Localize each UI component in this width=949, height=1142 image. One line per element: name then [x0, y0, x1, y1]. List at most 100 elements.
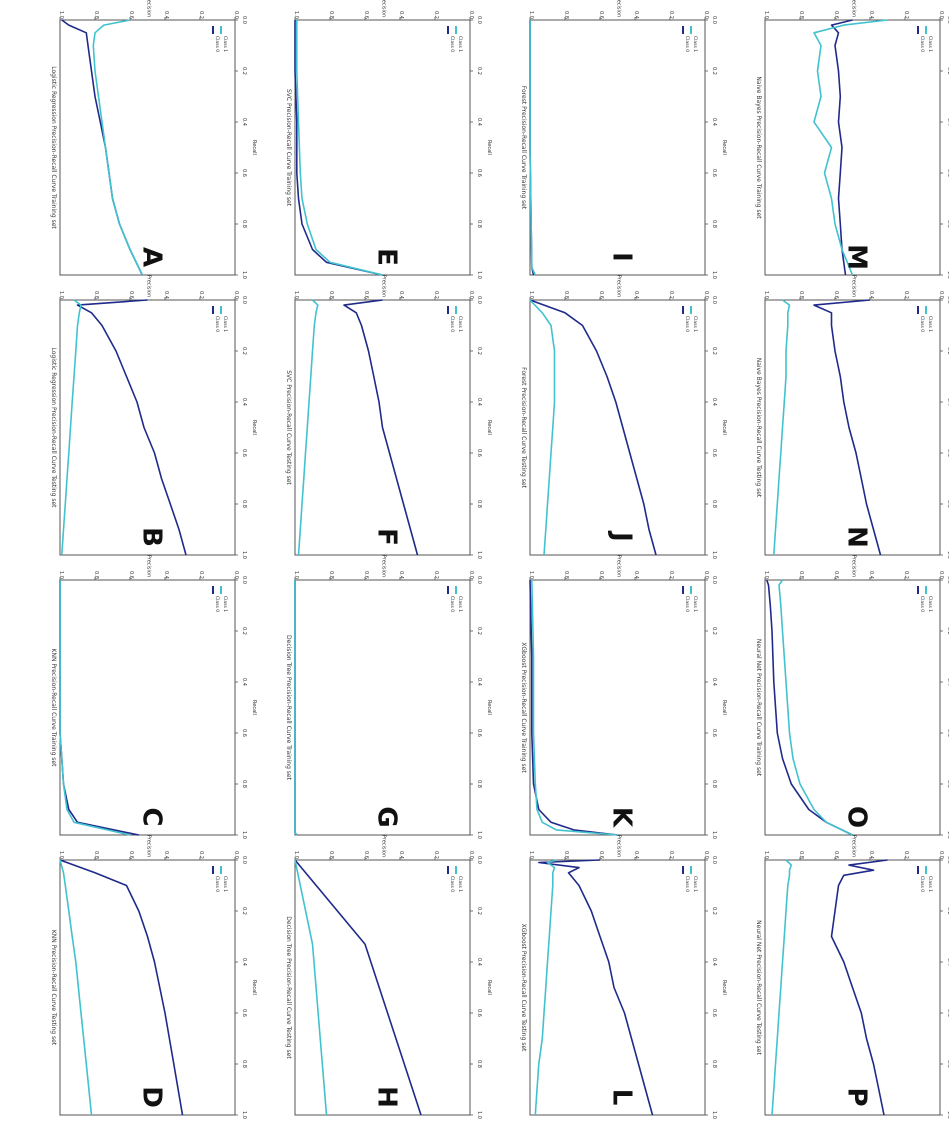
precision-tick-label-k: 0.0: [703, 571, 709, 579]
precision-tick-label-l: 0.6: [598, 851, 604, 859]
precision-tick-label-f: 0.4: [398, 291, 404, 299]
series-line-e-class0: [294, 20, 383, 276]
panel-d: 0.0 0.2 0.4 0.6 0.8 1.0 0.0 0.2 0.4 0.6 0.8 1.0 Prec…: [50, 835, 257, 1119]
legend-label-f: Class 0: [449, 316, 455, 332]
precision-tick-label-p: 1.0: [763, 851, 769, 859]
ylabel-o: Precision: [851, 555, 857, 577]
recall-tick-label-i: 0.2: [711, 67, 717, 75]
recall-tick-label-m: 0.2: [946, 67, 949, 75]
legend-label-p: Class 0: [919, 876, 925, 892]
series-line-b-class0: [76, 299, 187, 556]
recall-tick-label-k: 0.0: [711, 576, 717, 584]
precision-tick-label-i: 0.0: [703, 11, 709, 19]
panel-j: 0.0 0.2 0.4 0.6 0.8 1.0 0.0 0.2 0.4 0.6 0.8 1.0 Prec…: [520, 275, 727, 559]
panel-g: 0.0 0.2 0.4 0.6 0.8 1.0 0.0 0.2 0.4 0.6 0.8 1.0 Prec…: [285, 555, 492, 839]
legend-label-l: Class 1: [692, 876, 698, 892]
recall-tick-label-i: 1.0: [711, 271, 717, 279]
precision-tick-label-a: 0.6: [128, 11, 134, 19]
precision-tick-label-m: 0.6: [833, 11, 839, 19]
plot-frame-b: [59, 299, 236, 556]
recall-tick-label-o: 0.2: [946, 627, 949, 635]
plot-frame-o: [764, 579, 941, 836]
precision-tick-label-j: 0.6: [598, 291, 604, 299]
recall-tick-label-n: 1.0: [946, 551, 949, 559]
recall-tick-label-b: 0.0: [241, 296, 247, 304]
panel-l: 0.0 0.2 0.4 0.6 0.8 1.0 0.0 0.2 0.4 0.6 0.8 1.0 Prec…: [520, 835, 727, 1119]
recall-tick-label-g: 0.6: [476, 729, 482, 737]
xlabel-k: Recall: [721, 700, 727, 715]
legend-label-l: Class 0: [684, 876, 690, 892]
legend-label-m: Class 0: [919, 36, 925, 52]
series-line-e-class1: [295, 20, 383, 276]
ylabel-l: Precision: [616, 835, 622, 857]
recall-tick-label-c: 0.8: [241, 780, 247, 788]
recall-tick-label-e: 1.0: [476, 271, 482, 279]
precision-tick-label-f: 0.6: [363, 291, 369, 299]
series-line-m-class1: [813, 19, 888, 276]
precision-tick-label-g: 0.6: [363, 571, 369, 579]
series-line-o-class0: [766, 579, 853, 836]
recall-tick-label-j: 0.8: [711, 500, 717, 508]
precision-tick-label-j: 0.8: [563, 291, 569, 299]
precision-tick-label-e: 0.6: [363, 11, 369, 19]
recall-tick-label-l: 0.8: [711, 1060, 717, 1068]
ylabel-g: Precision: [381, 555, 387, 577]
recall-tick-label-d: 0.2: [241, 907, 247, 915]
recall-tick-label-a: 0.0: [241, 16, 247, 24]
precision-tick-label-j: 1.0: [528, 291, 534, 299]
recall-tick-label-i: 0.4: [711, 118, 717, 126]
series-line-p-class0: [830, 859, 888, 1116]
panel-letter-f: F: [372, 528, 402, 546]
legend-label-n: Class 0: [919, 316, 925, 332]
ylabel-a: Precision: [146, 0, 152, 17]
recall-tick-label-e: 0.0: [476, 16, 482, 24]
recall-tick-label-g: 0.8: [476, 780, 482, 788]
precision-tick-label-c: 0.8: [93, 571, 99, 579]
chart-title-c: KNN Precision-Recall Curve Training set: [50, 649, 57, 768]
recall-tick-label-l: 0.0: [711, 856, 717, 864]
precision-tick-label-f: 0.8: [328, 291, 334, 299]
precision-tick-label-a: 0.8: [93, 11, 99, 19]
recall-tick-label-h: 0.6: [476, 1009, 482, 1017]
recall-tick-label-h: 0.0: [476, 856, 482, 864]
panel-a: 0.0 0.2 0.4 0.6 0.8 1.0 0.0 0.2 0.4 0.6 0.8 1.0 Prec…: [50, 0, 257, 279]
precision-tick-label-h: 0.4: [398, 851, 404, 859]
ylabel-k: Precision: [616, 555, 622, 577]
precision-tick-label-j: 0.2: [668, 291, 674, 299]
ylabel-d: Precision: [146, 835, 152, 857]
legend-label-o: Class 1: [927, 596, 933, 612]
precision-tick-label-g: 0.2: [433, 571, 439, 579]
recall-tick-label-o: 1.0: [946, 831, 949, 839]
recall-tick-label-g: 0.0: [476, 576, 482, 584]
series-line-i-class1: [529, 20, 537, 276]
plot-frame-l: [529, 859, 706, 1116]
precision-tick-label-h: 0.6: [363, 851, 369, 859]
precision-tick-label-c: 0.4: [163, 571, 169, 579]
precision-tick-label-g: 0.0: [468, 571, 474, 579]
precision-tick-label-l: 0.0: [703, 851, 709, 859]
ylabel-j: Precision: [616, 275, 622, 297]
panel-b: 0.0 0.2 0.4 0.6 0.8 1.0 0.0 0.2 0.4 0.6 0.8 1.0 Prec…: [50, 275, 257, 559]
recall-tick-label-f: 0.2: [476, 347, 482, 355]
recall-tick-label-h: 0.8: [476, 1060, 482, 1068]
recall-tick-label-f: 0.6: [476, 449, 482, 457]
panel-f: 0.0 0.2 0.4 0.6 0.8 1.0 0.0 0.2 0.4 0.6 0.8 1.0 Prec…: [285, 275, 492, 559]
series-line-k-class1: [531, 579, 618, 836]
panel-o: 0.0 0.2 0.4 0.6 0.8 1.0 0.0 0.2 0.4 0.6 0.8 1.0 Prec…: [755, 555, 949, 839]
recall-tick-label-k: 1.0: [711, 831, 717, 839]
recall-tick-label-j: 0.2: [711, 347, 717, 355]
precision-tick-label-d: 0.8: [93, 851, 99, 859]
series-line-h-class0: [294, 859, 422, 1116]
recall-tick-label-f: 0.0: [476, 296, 482, 304]
precision-tick-label-i: 0.4: [633, 11, 639, 19]
precision-tick-label-n: 0.6: [833, 291, 839, 299]
precision-tick-label-n: 0.4: [868, 291, 874, 299]
recall-tick-label-c: 0.6: [241, 729, 247, 737]
panel-letter-h: H: [372, 1086, 402, 1108]
panel-m: 0.0 0.2 0.4 0.6 0.8 1.0 0.0 0.2 0.4 0.6 0.8 1.0 Prec…: [755, 0, 949, 279]
series-line-g-class1: [294, 580, 298, 836]
recall-tick-label-p: 0.6: [946, 1009, 949, 1017]
recall-tick-label-d: 0.0: [241, 856, 247, 864]
chart-title-g: Decision Tree Precision-Recall Curve Tra…: [285, 635, 292, 781]
recall-tick-label-a: 1.0: [241, 271, 247, 279]
